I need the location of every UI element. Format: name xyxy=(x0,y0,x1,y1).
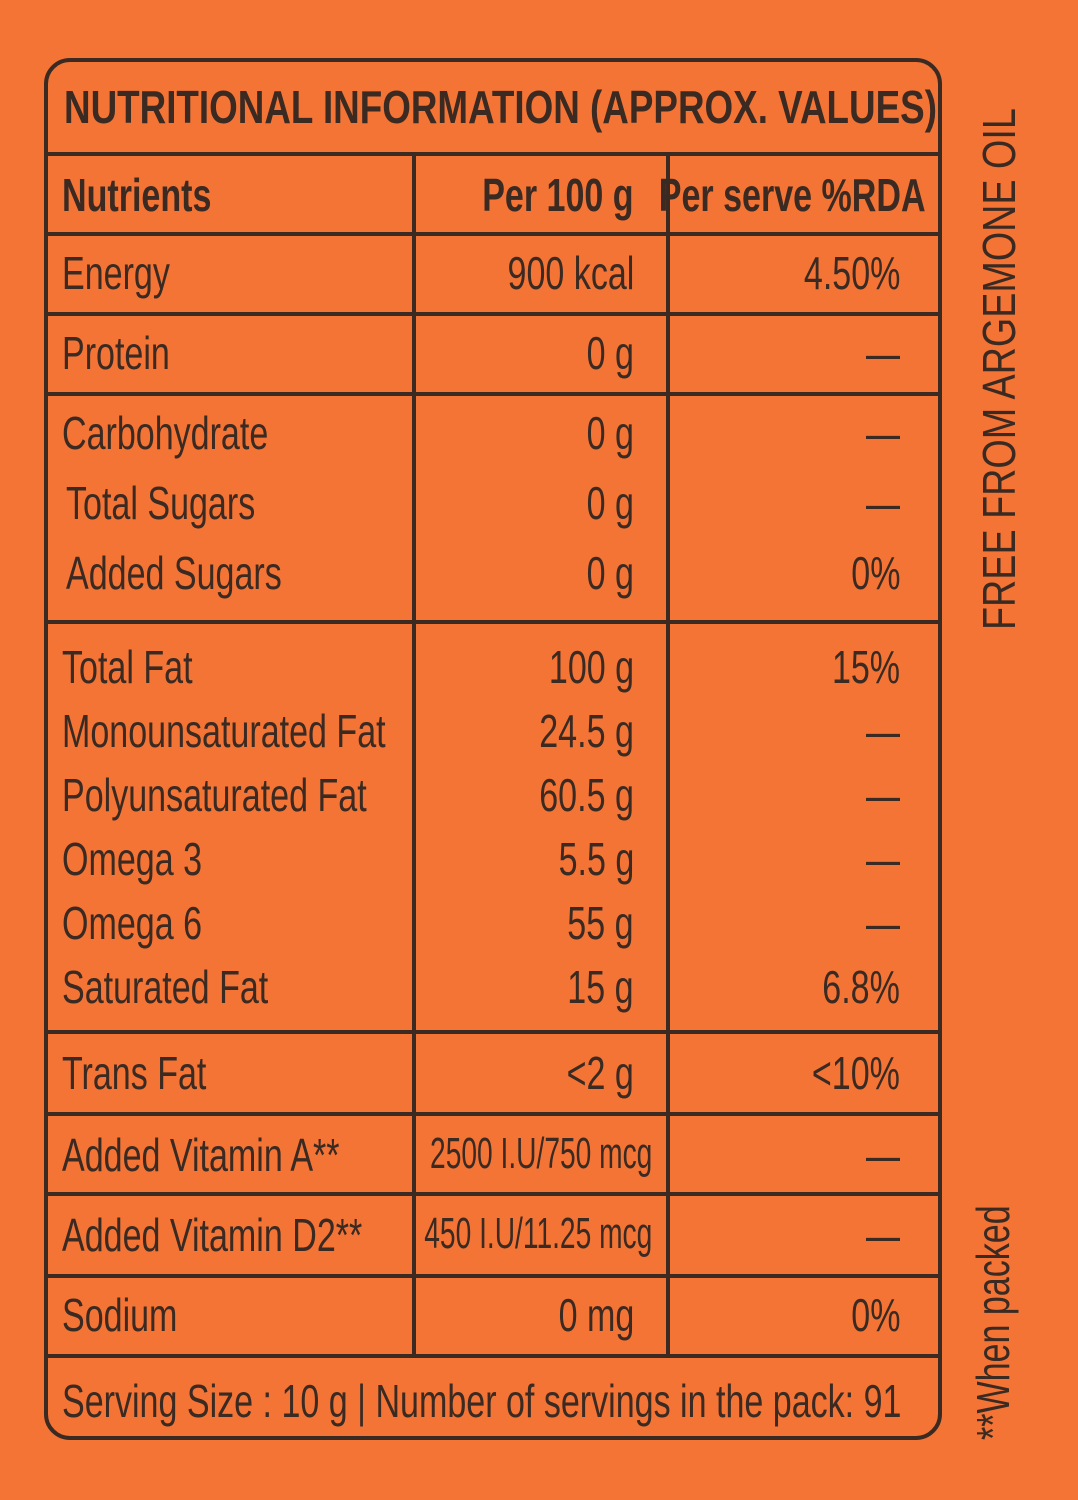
title-row: NUTRITIONAL INFORMATION (APPROX. VALUES) xyxy=(48,62,938,156)
nutrient-rda: — xyxy=(865,407,900,459)
nutrient-value: 24.5 g xyxy=(539,705,634,757)
table-row-group-fat: Total Fat 100 g 15% Monounsaturated Fat … xyxy=(48,624,938,1034)
nutrient-value: 0 mg xyxy=(558,1289,634,1341)
column-divider xyxy=(666,156,670,1358)
nutrient-value: 15 g xyxy=(567,961,634,1013)
argemone-note: FREE FROM ARGEMONE OIL xyxy=(973,108,1025,631)
nutrient-value: 0 g xyxy=(586,407,634,459)
nutrient-name: Energy xyxy=(62,247,170,299)
header-rda: Per serve %RDA xyxy=(659,169,926,221)
nutrient-name: Polyunsaturated Fat xyxy=(62,769,367,821)
serving-info: Serving Size : 10 g | Number of servings… xyxy=(62,1375,902,1427)
nutrient-name: Omega 6 xyxy=(62,897,203,949)
footer-row: Serving Size : 10 g | Number of servings… xyxy=(48,1358,938,1436)
column-divider xyxy=(412,156,416,1358)
nutrient-rda: — xyxy=(865,833,900,885)
nutrient-name: Carbohydrate xyxy=(62,407,269,459)
header-nutrients: Nutrients xyxy=(62,169,212,221)
nutrient-rda: — xyxy=(865,327,900,379)
table-row: Sodium 0 mg 0% xyxy=(48,1278,938,1358)
nutrient-rda: — xyxy=(865,705,900,757)
nutrient-name: Omega 3 xyxy=(62,833,203,885)
nutrient-name: Added Vitamin D2** xyxy=(62,1209,363,1261)
table-row: Protein 0 g — xyxy=(48,316,938,396)
nutrient-value: 2500 I.U/750 mcg xyxy=(429,1129,652,1178)
table-row-group-carbohydrate: Carbohydrate 0 g — Total Sugars 0 g — Ad… xyxy=(48,396,938,624)
nutrient-value: 60.5 g xyxy=(539,769,634,821)
nutrient-value: 0 g xyxy=(586,477,634,529)
header-row: Nutrients Per 100 g Per serve %RDA xyxy=(48,156,938,236)
table-title: NUTRITIONAL INFORMATION (APPROX. VALUES) xyxy=(64,81,937,133)
nutrient-rda: 0% xyxy=(850,1289,900,1341)
nutrient-name: Added Vitamin A** xyxy=(62,1129,340,1181)
nutrient-value: 100 g xyxy=(548,641,634,693)
nutrient-name: Monounsaturated Fat xyxy=(62,705,386,757)
nutrient-rda: — xyxy=(865,477,900,529)
nutrient-value: 55 g xyxy=(567,897,634,949)
nutrient-rda: 6.8% xyxy=(822,961,900,1013)
nutrient-name: Saturated Fat xyxy=(62,961,269,1013)
nutrient-name: Trans Fat xyxy=(62,1047,207,1099)
header-per-100g: Per 100 g xyxy=(482,169,634,221)
nutrition-panel: NUTRITIONAL INFORMATION (APPROX. VALUES)… xyxy=(44,58,942,1440)
nutrient-name: Total Sugars xyxy=(66,477,256,529)
nutrient-rda: 4.50% xyxy=(803,247,900,299)
when-packed-note: **When packed xyxy=(967,1205,1019,1440)
nutrient-value: <2 g xyxy=(566,1047,634,1099)
nutrient-rda: 0% xyxy=(850,547,900,599)
nutrient-name: Total Fat xyxy=(62,641,193,693)
nutrient-rda: — xyxy=(865,769,900,821)
nutrient-value: 0 g xyxy=(586,327,634,379)
nutrient-name: Sodium xyxy=(62,1289,178,1341)
table-row: Added Vitamin D2** 450 I.U/11.25 mcg — xyxy=(48,1196,938,1278)
nutrient-value: 450 I.U/11.25 mcg xyxy=(423,1209,652,1258)
table-row: Trans Fat <2 g <10% xyxy=(48,1034,938,1116)
nutrient-rda: — xyxy=(865,1129,900,1181)
nutrient-rda: <10% xyxy=(811,1047,900,1099)
table-row: Energy 900 kcal 4.50% xyxy=(48,236,938,316)
nutrient-name: Protein xyxy=(62,327,170,379)
nutrient-name: Added Sugars xyxy=(66,547,282,599)
nutrient-rda: — xyxy=(865,1209,900,1261)
nutrient-value: 900 kcal xyxy=(507,247,634,299)
nutrient-value: 0 g xyxy=(586,547,634,599)
nutrient-rda: 15% xyxy=(831,641,900,693)
table-row: Added Vitamin A** 2500 I.U/750 mcg — xyxy=(48,1116,938,1196)
nutrient-value: 5.5 g xyxy=(558,833,634,885)
nutrient-rda: — xyxy=(865,897,900,949)
